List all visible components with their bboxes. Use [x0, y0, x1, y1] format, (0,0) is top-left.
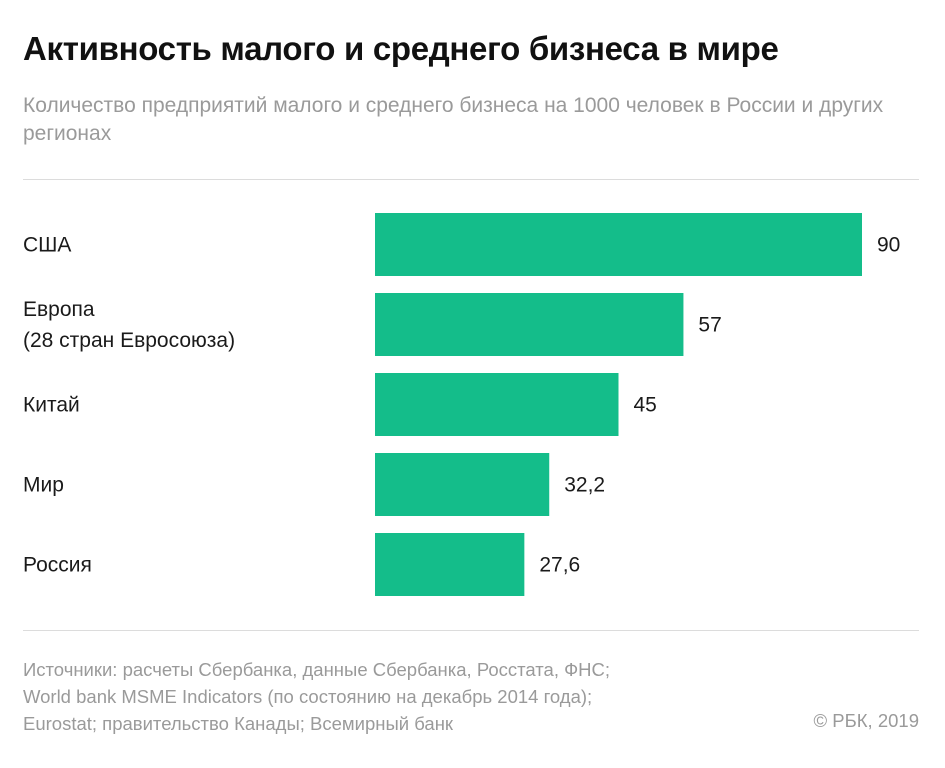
bottom-divider [23, 630, 919, 631]
bar [375, 373, 619, 436]
source-line: Eurostat; правительство Канады; Всемирны… [23, 713, 453, 734]
value-label: 57 [698, 314, 721, 337]
bar [375, 293, 684, 356]
value-label: 90 [877, 234, 900, 257]
source-line: World bank MSME Indicators (по состоянию… [23, 686, 593, 707]
source-line: Источники: расчеты Сбербанка, данные Сбе… [23, 659, 611, 680]
value-label: 45 [634, 394, 657, 417]
bar-chart: 90 США 57 Европа (28 стран Евросоюза) 45 Китай… [23, 213, 900, 596]
category-label: Мир [23, 474, 64, 497]
chart-subtitle: Количество предприятий малого и среднего… [23, 94, 884, 145]
chart-title: Активность малого и среднего бизнеса в м… [23, 30, 779, 67]
category-label: (28 стран Евросоюза) [23, 329, 235, 352]
category-label: США [23, 234, 71, 257]
copyright: © РБК, 2019 [813, 710, 919, 731]
category-label: Китай [23, 394, 80, 417]
value-label: 27,6 [539, 554, 580, 577]
category-label: Европа [23, 298, 95, 321]
bar [375, 453, 550, 516]
value-label: 32,2 [564, 474, 605, 497]
bar [375, 213, 862, 276]
bar [375, 533, 525, 596]
top-divider [23, 179, 919, 180]
category-label: Россия [23, 554, 92, 577]
source-note: Источники: расчеты Сбербанка, данные Сбе… [23, 656, 783, 737]
